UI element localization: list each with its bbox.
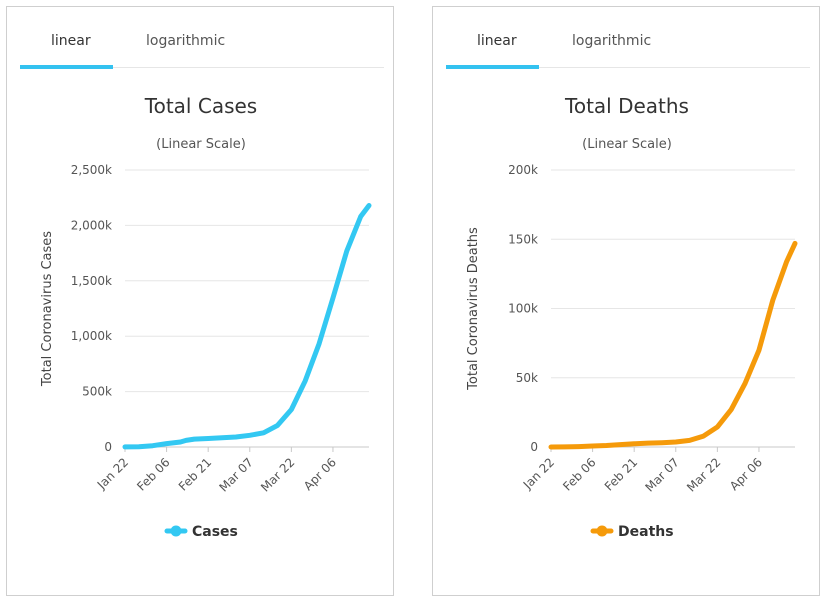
x-tick-label: Apr 06 xyxy=(727,455,765,493)
y-tick-label: 2,500k xyxy=(71,163,112,177)
tab-linear[interactable]: linear xyxy=(477,33,517,49)
y-tick-label: 1,500k xyxy=(71,274,112,288)
x-tick-label: Mar 22 xyxy=(258,455,297,494)
x-tick-label: Jan 22 xyxy=(94,455,131,492)
y-axis-label: Total Coronavirus Deaths xyxy=(466,227,481,391)
active-tab-indicator xyxy=(446,65,539,69)
x-tick-label: Jan 22 xyxy=(520,455,557,492)
y-tick-label: 1,000k xyxy=(71,329,112,343)
y-axis-label: Total Coronavirus Cases xyxy=(40,231,55,387)
cases-chart-panel: linear logarithmic Total Cases (Linear Sc… xyxy=(6,6,394,596)
active-tab-indicator xyxy=(20,65,113,69)
deaths-chart: Total Deaths (Linear Scale) 0 50k 100k 150k 20… xyxy=(466,94,798,540)
chart-title: Total Deaths xyxy=(564,94,689,118)
chart-subtitle: (Linear Scale) xyxy=(156,137,246,152)
chart-title: Total Cases xyxy=(144,94,257,118)
y-tick-label: 50k xyxy=(516,371,538,385)
x-tick-label: Mar 22 xyxy=(684,455,723,494)
scale-tabs: linear logarithmic xyxy=(446,7,810,69)
x-tick-label: Mar 07 xyxy=(216,455,255,494)
tab-logarithmic[interactable]: logarithmic xyxy=(572,33,652,49)
y-tick-label: 2,000k xyxy=(71,218,112,232)
y-tick-label: 0 xyxy=(104,440,112,454)
legend-label: Cases xyxy=(192,524,238,540)
legend-swatch-marker xyxy=(596,525,608,537)
x-tick-label: Feb 06 xyxy=(560,455,598,493)
legend-swatch-marker xyxy=(170,525,182,537)
y-tick-label: 0 xyxy=(530,440,538,454)
y-tick-label: 100k xyxy=(508,302,538,316)
series-line xyxy=(548,240,798,450)
chart-subtitle: (Linear Scale) xyxy=(582,137,672,152)
y-tick-label: 150k xyxy=(508,232,538,246)
tab-logarithmic[interactable]: logarithmic xyxy=(146,33,226,49)
scale-tabs: linear logarithmic xyxy=(20,7,384,69)
x-tick-label: Feb 06 xyxy=(134,455,172,493)
cases-chart: Total Cases (Linear Scale) 0 500k 1,000k 1,50… xyxy=(40,94,372,540)
series-line xyxy=(122,203,372,450)
x-tick-label: Mar 07 xyxy=(642,455,681,494)
legend-label: Deaths xyxy=(618,524,674,540)
x-tick-label: Feb 21 xyxy=(602,455,640,493)
y-tick-label: 500k xyxy=(82,385,112,399)
y-tick-label: 200k xyxy=(508,163,538,177)
deaths-chart-panel: linear logarithmic Total Deaths (Linear S… xyxy=(432,6,820,596)
x-tick-label: Apr 06 xyxy=(301,455,339,493)
x-tick-label: Feb 21 xyxy=(176,455,214,493)
tab-linear[interactable]: linear xyxy=(51,33,91,49)
